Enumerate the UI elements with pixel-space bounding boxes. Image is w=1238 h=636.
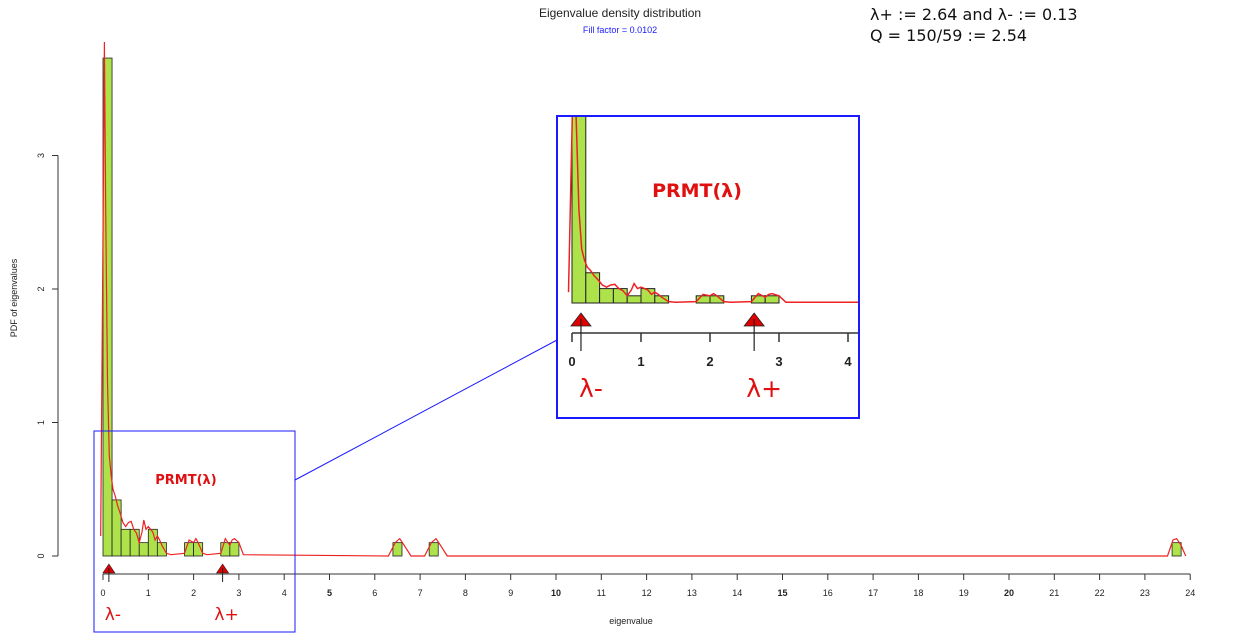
inset-lambda-marker-label: λ+ (746, 374, 782, 403)
lambda-values-text: λ+ := 2.64 and λ- := 0.13 (870, 5, 1078, 24)
inset-x-axis: 0 1 2 3 4 (568, 332, 858, 369)
histogram-bar (111, 499, 122, 557)
inset-x-tick-label: 4 (844, 354, 852, 369)
lambda-marker-label: λ+ (214, 605, 238, 625)
histogram-bar (138, 542, 149, 557)
inset-x-tick-label: 0 (568, 354, 575, 369)
inset-panel (556, 115, 860, 419)
inset-histogram-bar (612, 288, 628, 304)
x-tick-label: 7 (418, 588, 423, 598)
chart-title: Eigenvalue density distribution (538, 6, 702, 20)
histogram-bar (129, 528, 140, 557)
x-tick-label: 19 (959, 588, 969, 598)
inset-histogram-bar (654, 295, 670, 304)
inset-x-tick-label: 3 (775, 354, 782, 369)
prmt-annotation-large: PRMT(λ) (652, 180, 742, 202)
inset-density-curve-line (567, 117, 858, 304)
inset-x-tick-label: 1 (637, 354, 644, 369)
chart-subtitle: Fill factor = 0.0102 (582, 25, 658, 35)
histogram-bar (1171, 542, 1182, 557)
x-tick-label: 17 (868, 588, 878, 598)
y-tick-label: 1 (36, 420, 46, 425)
y-axis-label: PDF of eigenvalues (9, 258, 19, 337)
histogram-bar (428, 542, 439, 557)
lambda-marker-label: λ- (105, 605, 121, 625)
x-axis: 0 1 2 3 4 5 6 7 8 9 10 11 12 13 14 15 16 17 18 19 20 21 22 23 24 (100, 573, 1195, 598)
inset-histogram-bar (599, 288, 614, 304)
x-tick-label: 2 (191, 588, 196, 598)
density-curve (100, 41, 1187, 557)
histogram-bar (156, 542, 167, 557)
inset-histogram-bar (764, 295, 780, 304)
inset-lambda-markers: λ-λ+ (570, 312, 782, 403)
y-tick-label: 2 (36, 286, 46, 291)
inset-histogram-bar (626, 295, 642, 304)
x-tick-label: 3 (236, 588, 241, 598)
x-tick-label: 11 (597, 588, 606, 598)
lambda-markers: λ-λ+ (102, 563, 239, 625)
x-tick-label: 16 (823, 588, 833, 598)
x-tick-label: 15 (777, 588, 787, 598)
x-tick-label: 6 (372, 588, 377, 598)
histogram-bar (229, 542, 240, 557)
x-tick-label: 0 (100, 588, 105, 598)
x-tick-label: 22 (1095, 588, 1105, 598)
zoom-region-box (93, 430, 296, 633)
x-tick-label: 20 (1004, 588, 1014, 598)
histogram-bar (102, 57, 113, 557)
histogram-bar (392, 542, 403, 557)
x-tick-label: 5 (327, 588, 332, 598)
x-tick-label: 14 (732, 588, 742, 598)
density-curve-line (100, 41, 1187, 557)
x-tick-label: 23 (1140, 588, 1150, 598)
x-tick-label: 1 (146, 588, 151, 598)
histogram-bar (120, 528, 131, 557)
inset-histogram-bar (585, 272, 601, 304)
x-tick-label: 13 (687, 588, 697, 598)
inset-histogram-bar (571, 117, 587, 304)
x-tick-label: 12 (642, 588, 652, 598)
x-tick-label: 8 (463, 588, 468, 598)
x-tick-label: 4 (282, 588, 287, 598)
inset-density-curve (567, 117, 858, 304)
x-tick-label: 21 (1049, 588, 1059, 598)
prmt-annotation-small: PRMT(λ) (155, 473, 216, 488)
inset-lambda-marker-label: λ- (579, 374, 603, 403)
q-ratio-text: Q = 150/59 := 2.54 (870, 26, 1028, 45)
x-tick-label: 10 (551, 588, 561, 598)
x-tick-label: 9 (508, 588, 513, 598)
inset-x-tick-label: 2 (706, 354, 713, 369)
zoom-connector-line (294, 339, 558, 481)
y-tick-label: 3 (36, 153, 46, 158)
x-tick-label: 24 (1185, 588, 1195, 598)
y-tick-label: 0 (36, 553, 46, 558)
y-axis: 0 1 2 3 (36, 153, 59, 559)
x-axis-label: eigenvalue (609, 616, 653, 626)
x-tick-label: 18 (913, 588, 923, 598)
